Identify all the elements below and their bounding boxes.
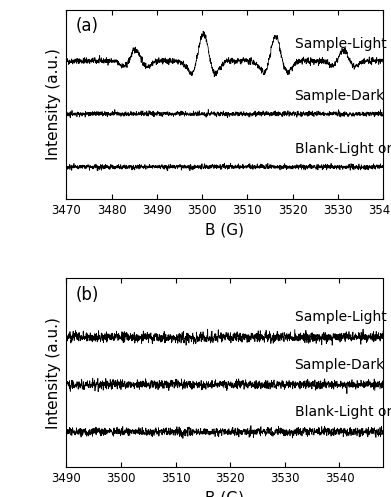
Y-axis label: Intensity (a.u.): Intensity (a.u.) bbox=[46, 317, 61, 428]
X-axis label: B (G): B (G) bbox=[205, 491, 244, 497]
Text: Sample-Light on: Sample-Light on bbox=[294, 37, 391, 51]
Text: Blank-Light on: Blank-Light on bbox=[294, 405, 391, 419]
X-axis label: B (G): B (G) bbox=[205, 222, 244, 237]
Text: Sample-Dark: Sample-Dark bbox=[294, 357, 385, 372]
Y-axis label: Intensity (a.u.): Intensity (a.u.) bbox=[46, 49, 61, 161]
Text: Sample-Light on: Sample-Light on bbox=[294, 310, 391, 324]
Text: (b): (b) bbox=[76, 286, 99, 304]
Text: Blank-Light on: Blank-Light on bbox=[294, 142, 391, 157]
Text: Sample-Dark: Sample-Dark bbox=[294, 89, 385, 103]
Text: (a): (a) bbox=[76, 17, 99, 35]
